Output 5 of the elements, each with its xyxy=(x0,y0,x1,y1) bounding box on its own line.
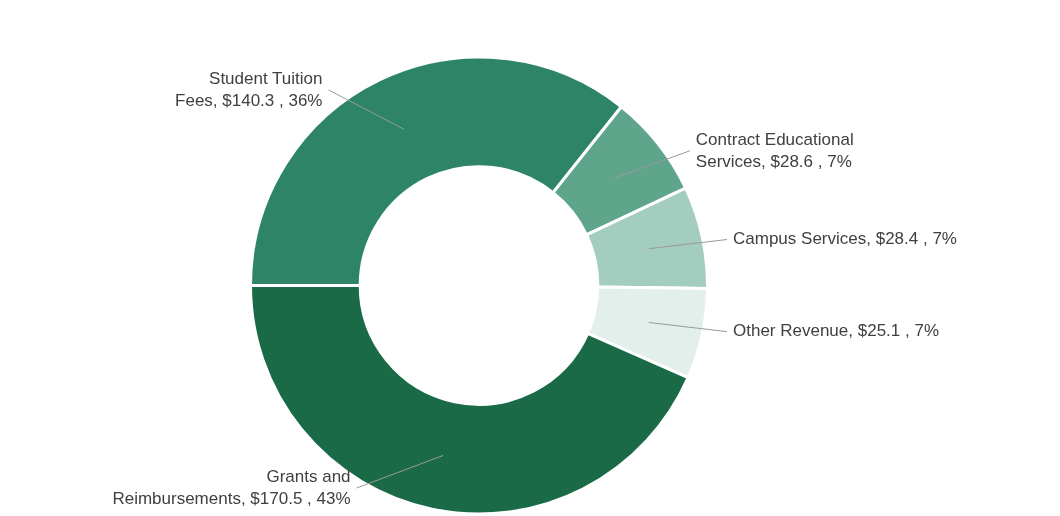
slice-label: Grants and Reimbursements, $170.5 , 43% xyxy=(112,466,351,508)
slice-label: Campus Services, $28.4 , 7% xyxy=(733,229,957,249)
slice-label: Contract Educational Services, $28.6 , 7% xyxy=(695,129,854,171)
slice-label: Other Revenue, $25.1 , 7% xyxy=(732,321,940,341)
slice-label: Student Tuition Fees, $140.3 , 36% xyxy=(175,68,323,110)
